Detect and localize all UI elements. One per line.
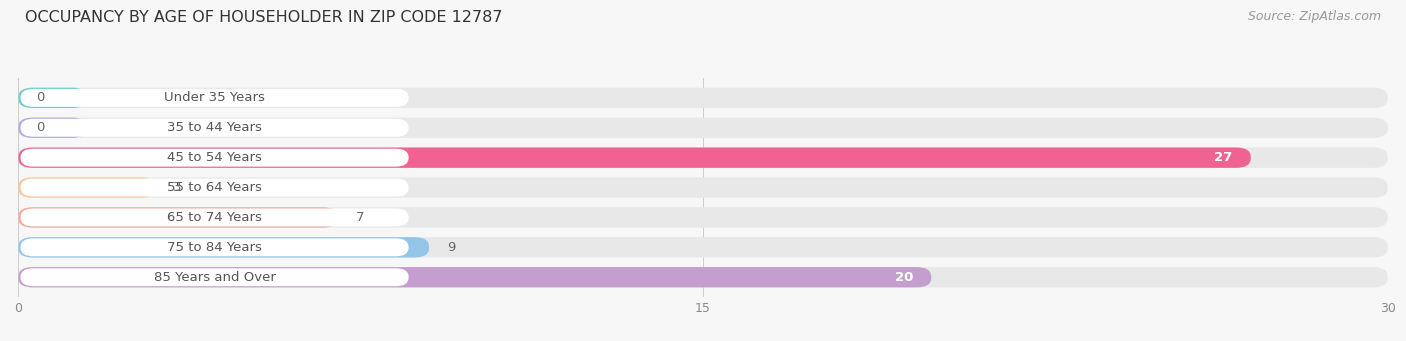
FancyBboxPatch shape xyxy=(18,88,87,108)
Text: 0: 0 xyxy=(37,121,45,134)
FancyBboxPatch shape xyxy=(18,148,1388,168)
Text: 85 Years and Over: 85 Years and Over xyxy=(153,271,276,284)
FancyBboxPatch shape xyxy=(18,118,87,138)
Text: 65 to 74 Years: 65 to 74 Years xyxy=(167,211,262,224)
Text: 27: 27 xyxy=(1215,151,1233,164)
FancyBboxPatch shape xyxy=(21,268,409,286)
Text: 20: 20 xyxy=(894,271,912,284)
FancyBboxPatch shape xyxy=(21,149,409,167)
FancyBboxPatch shape xyxy=(21,119,409,137)
Text: 75 to 84 Years: 75 to 84 Years xyxy=(167,241,262,254)
FancyBboxPatch shape xyxy=(21,179,409,196)
FancyBboxPatch shape xyxy=(21,89,409,107)
Text: Under 35 Years: Under 35 Years xyxy=(165,91,264,104)
FancyBboxPatch shape xyxy=(21,208,409,226)
FancyBboxPatch shape xyxy=(21,238,409,256)
FancyBboxPatch shape xyxy=(18,207,337,227)
Text: 3: 3 xyxy=(173,181,181,194)
FancyBboxPatch shape xyxy=(18,88,1388,108)
Text: 0: 0 xyxy=(37,91,45,104)
FancyBboxPatch shape xyxy=(18,267,1388,287)
FancyBboxPatch shape xyxy=(18,267,931,287)
FancyBboxPatch shape xyxy=(18,118,1388,138)
FancyBboxPatch shape xyxy=(18,237,1388,257)
FancyBboxPatch shape xyxy=(18,207,1388,227)
Text: Source: ZipAtlas.com: Source: ZipAtlas.com xyxy=(1247,10,1381,23)
FancyBboxPatch shape xyxy=(18,177,155,198)
Text: OCCUPANCY BY AGE OF HOUSEHOLDER IN ZIP CODE 12787: OCCUPANCY BY AGE OF HOUSEHOLDER IN ZIP C… xyxy=(25,10,503,25)
Text: 7: 7 xyxy=(356,211,364,224)
FancyBboxPatch shape xyxy=(18,237,429,257)
Text: 35 to 44 Years: 35 to 44 Years xyxy=(167,121,262,134)
Text: 55 to 64 Years: 55 to 64 Years xyxy=(167,181,262,194)
FancyBboxPatch shape xyxy=(18,177,1388,198)
Text: 45 to 54 Years: 45 to 54 Years xyxy=(167,151,262,164)
Text: 9: 9 xyxy=(447,241,456,254)
FancyBboxPatch shape xyxy=(18,148,1251,168)
